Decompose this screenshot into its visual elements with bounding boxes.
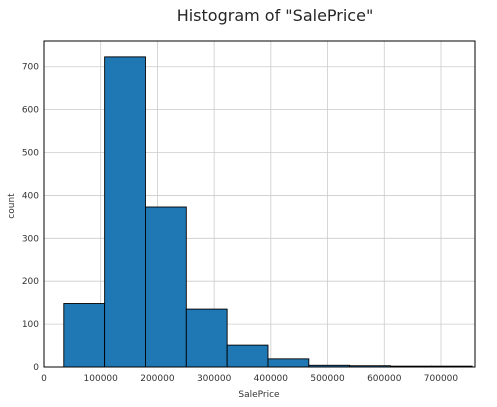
y-tick-label: 100: [22, 320, 39, 330]
histogram-bar: [226, 344, 269, 368]
x-tick-label: 300000: [197, 374, 232, 384]
y-tick-labels: 0 100 200 300 400 500 600 700: [22, 63, 39, 373]
x-tick-label: 500000: [310, 374, 345, 384]
y-tick-label: 300: [22, 234, 39, 244]
bars-layer: [63, 56, 473, 368]
x-tick-label: 600000: [367, 374, 402, 384]
y-axis-label: count: [7, 193, 17, 219]
x-axis-label: SalePrice: [238, 390, 280, 400]
histogram-bar: [63, 303, 106, 368]
x-tick-labels: 0 100000 200000 300000 400000 500000 600000 700…: [41, 374, 458, 384]
histogram-bar: [104, 56, 146, 368]
y-tick-label: 500: [22, 149, 39, 159]
y-tick-label: 700: [22, 63, 39, 73]
x-tick-label: 0: [41, 374, 47, 384]
x-tick-label: 400000: [254, 374, 289, 384]
histogram-bar: [185, 308, 228, 368]
x-tick-label: 100000: [84, 374, 119, 384]
y-tick-label: 0: [33, 363, 39, 373]
x-tick-label: 200000: [140, 374, 175, 384]
y-tick-label: 200: [22, 277, 39, 287]
plot-frame: [43, 40, 476, 368]
histogram-bar: [267, 358, 310, 368]
x-tick-label: 700000: [424, 374, 459, 384]
chart-title: Histogram of "SalePrice": [177, 6, 374, 25]
y-tick-label: 400: [22, 191, 39, 201]
histogram-bar: [145, 206, 187, 368]
y-tick-label: 600: [22, 106, 39, 116]
